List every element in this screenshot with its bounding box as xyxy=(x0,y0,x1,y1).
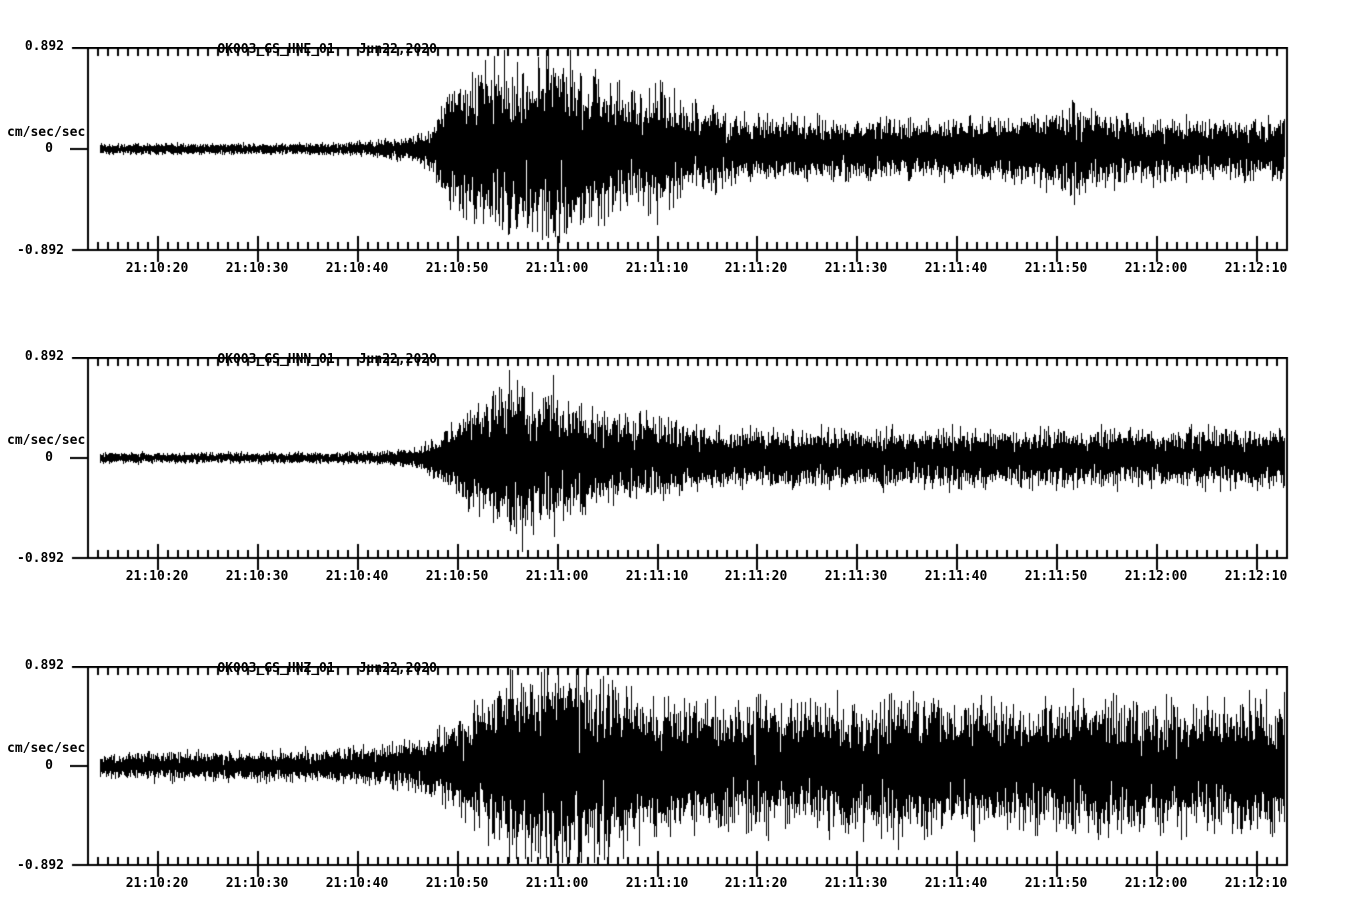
time-tick-label: 21:11:10 xyxy=(625,876,689,891)
time-axis-labels: 21:10:20 21:10:30 21:10:40 21:10:50 21:11:00… xyxy=(0,261,1358,277)
time-tick-label: 21:10:20 xyxy=(125,261,189,276)
time-tick-label: 21:11:30 xyxy=(824,569,888,584)
time-tick-label: 21:11:30 xyxy=(824,876,888,891)
time-tick-label: 21:12:10 xyxy=(1224,876,1288,891)
panel-title: OK003_GS_HNZ_01Jun22,2020 xyxy=(186,645,437,676)
time-tick-label: 21:10:40 xyxy=(325,261,389,276)
y-axis-zero-label: 0 xyxy=(45,141,53,156)
time-tick-label: 21:12:10 xyxy=(1224,261,1288,276)
time-tick-label: 21:10:30 xyxy=(225,876,289,891)
panel-title: OK003_GS_HNN_01Jun22,2020 xyxy=(186,336,437,367)
y-axis-max-label: 0.892 xyxy=(24,658,64,673)
time-tick-label: 21:10:50 xyxy=(425,876,489,891)
time-tick-label: 21:10:20 xyxy=(125,876,189,891)
time-tick-label: 21:11:00 xyxy=(525,569,589,584)
time-tick-label: 21:11:00 xyxy=(525,261,589,276)
time-tick-label: 21:10:30 xyxy=(225,569,289,584)
y-axis-unit-label: cm/sec/sec xyxy=(7,433,86,448)
seismogram-trace-canvas-hnn xyxy=(70,357,1290,572)
y-axis-min-label: -0.892 xyxy=(17,858,64,873)
time-tick-label: 21:10:30 xyxy=(225,261,289,276)
time-tick-label: 21:10:50 xyxy=(425,569,489,584)
time-tick-label: 21:10:20 xyxy=(125,569,189,584)
time-tick-label: 21:11:40 xyxy=(924,569,988,584)
time-tick-label: 21:11:00 xyxy=(525,876,589,891)
time-tick-label: 21:11:50 xyxy=(1024,569,1088,584)
seismogram-trace-canvas-hnz xyxy=(70,666,1290,879)
time-tick-label: 21:12:00 xyxy=(1124,569,1188,584)
time-axis-labels: 21:10:20 21:10:30 21:10:40 21:10:50 21:11:00… xyxy=(0,569,1358,585)
time-tick-label: 21:11:20 xyxy=(724,261,788,276)
time-tick-label: 21:11:30 xyxy=(824,261,888,276)
time-tick-label: 21:11:20 xyxy=(724,569,788,584)
time-tick-label: 21:11:50 xyxy=(1024,876,1088,891)
y-axis-unit-label: cm/sec/sec xyxy=(7,741,86,756)
time-tick-label: 21:12:00 xyxy=(1124,876,1188,891)
y-axis-unit-label: cm/sec/sec xyxy=(7,125,86,140)
y-axis-max-label: 0.892 xyxy=(24,39,64,54)
time-tick-label: 21:11:10 xyxy=(625,261,689,276)
panel-title: OK003_GS_HNE_01Jun22,2020 xyxy=(186,26,437,57)
time-tick-label: 21:12:10 xyxy=(1224,569,1288,584)
time-axis-labels: 21:10:20 21:10:30 21:10:40 21:10:50 21:11:00… xyxy=(0,876,1358,892)
time-tick-label: 21:10:40 xyxy=(325,569,389,584)
time-tick-label: 21:11:40 xyxy=(924,261,988,276)
y-axis-zero-label: 0 xyxy=(45,758,53,773)
time-tick-label: 21:11:50 xyxy=(1024,261,1088,276)
seismogram-trace-canvas-hne xyxy=(70,47,1290,264)
y-axis-min-label: -0.892 xyxy=(17,551,64,566)
y-axis-min-label: -0.892 xyxy=(17,243,64,258)
time-tick-label: 21:11:40 xyxy=(924,876,988,891)
time-tick-label: 21:10:50 xyxy=(425,261,489,276)
time-tick-label: 21:11:20 xyxy=(724,876,788,891)
y-axis-zero-label: 0 xyxy=(45,450,53,465)
time-tick-label: 21:12:00 xyxy=(1124,261,1188,276)
time-tick-label: 21:11:10 xyxy=(625,569,689,584)
time-tick-label: 21:10:40 xyxy=(325,876,389,891)
y-axis-max-label: 0.892 xyxy=(24,349,64,364)
